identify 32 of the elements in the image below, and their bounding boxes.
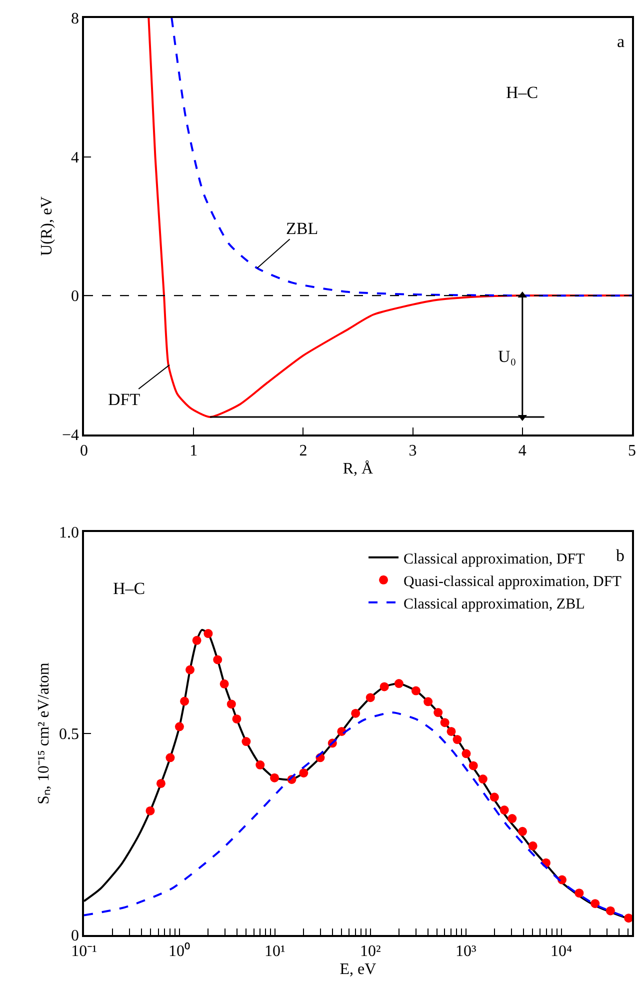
- x-tick-label: 4: [518, 442, 526, 460]
- x-tick-label: 2: [299, 442, 308, 460]
- x-tick-label: 10¹: [264, 942, 286, 960]
- y-tick-label: 0.5: [59, 726, 80, 744]
- y-axis-title: Sₙ, 10⁻¹⁵ cm² eV/atom: [35, 662, 52, 804]
- annotation: a: [617, 32, 625, 51]
- legend-label: Classical approximation, ZBL: [404, 596, 585, 612]
- y-tick-label: 8: [71, 10, 80, 28]
- x-axis-title: E, eV: [340, 961, 377, 978]
- legend-label: Classical approximation, DFT: [404, 551, 585, 568]
- x-axis-title: R, Å: [342, 459, 374, 478]
- x-tick-label: 10³: [455, 942, 476, 960]
- annotation: H–C: [506, 83, 538, 102]
- annotation: DFT: [108, 390, 141, 409]
- annotation: b: [616, 546, 624, 565]
- y-tick-label: −4: [62, 426, 80, 444]
- y-axis-title: U(R), eV: [38, 196, 56, 256]
- y-tick-label: 1.0: [59, 524, 80, 542]
- y-tick-label: 0: [71, 288, 80, 306]
- annotation: U₀: [498, 347, 516, 366]
- x-tick-label: 5: [628, 442, 636, 460]
- x-tick-label: 10²: [360, 942, 381, 960]
- x-tick-label: 3: [408, 442, 417, 460]
- x-tick-label: 10⁴: [550, 942, 573, 960]
- legend-label: Quasi-classical approximation, DFT: [404, 574, 622, 590]
- annotation: ZBL: [286, 219, 318, 238]
- x-tick-label: 10⁻¹: [71, 942, 98, 960]
- annotation: H–C: [113, 579, 146, 598]
- y-tick-label: 4: [71, 149, 80, 166]
- y-tick-label: 0: [71, 928, 80, 945]
- x-tick-label: 10⁰: [168, 942, 190, 960]
- x-tick-label: 1: [190, 442, 198, 460]
